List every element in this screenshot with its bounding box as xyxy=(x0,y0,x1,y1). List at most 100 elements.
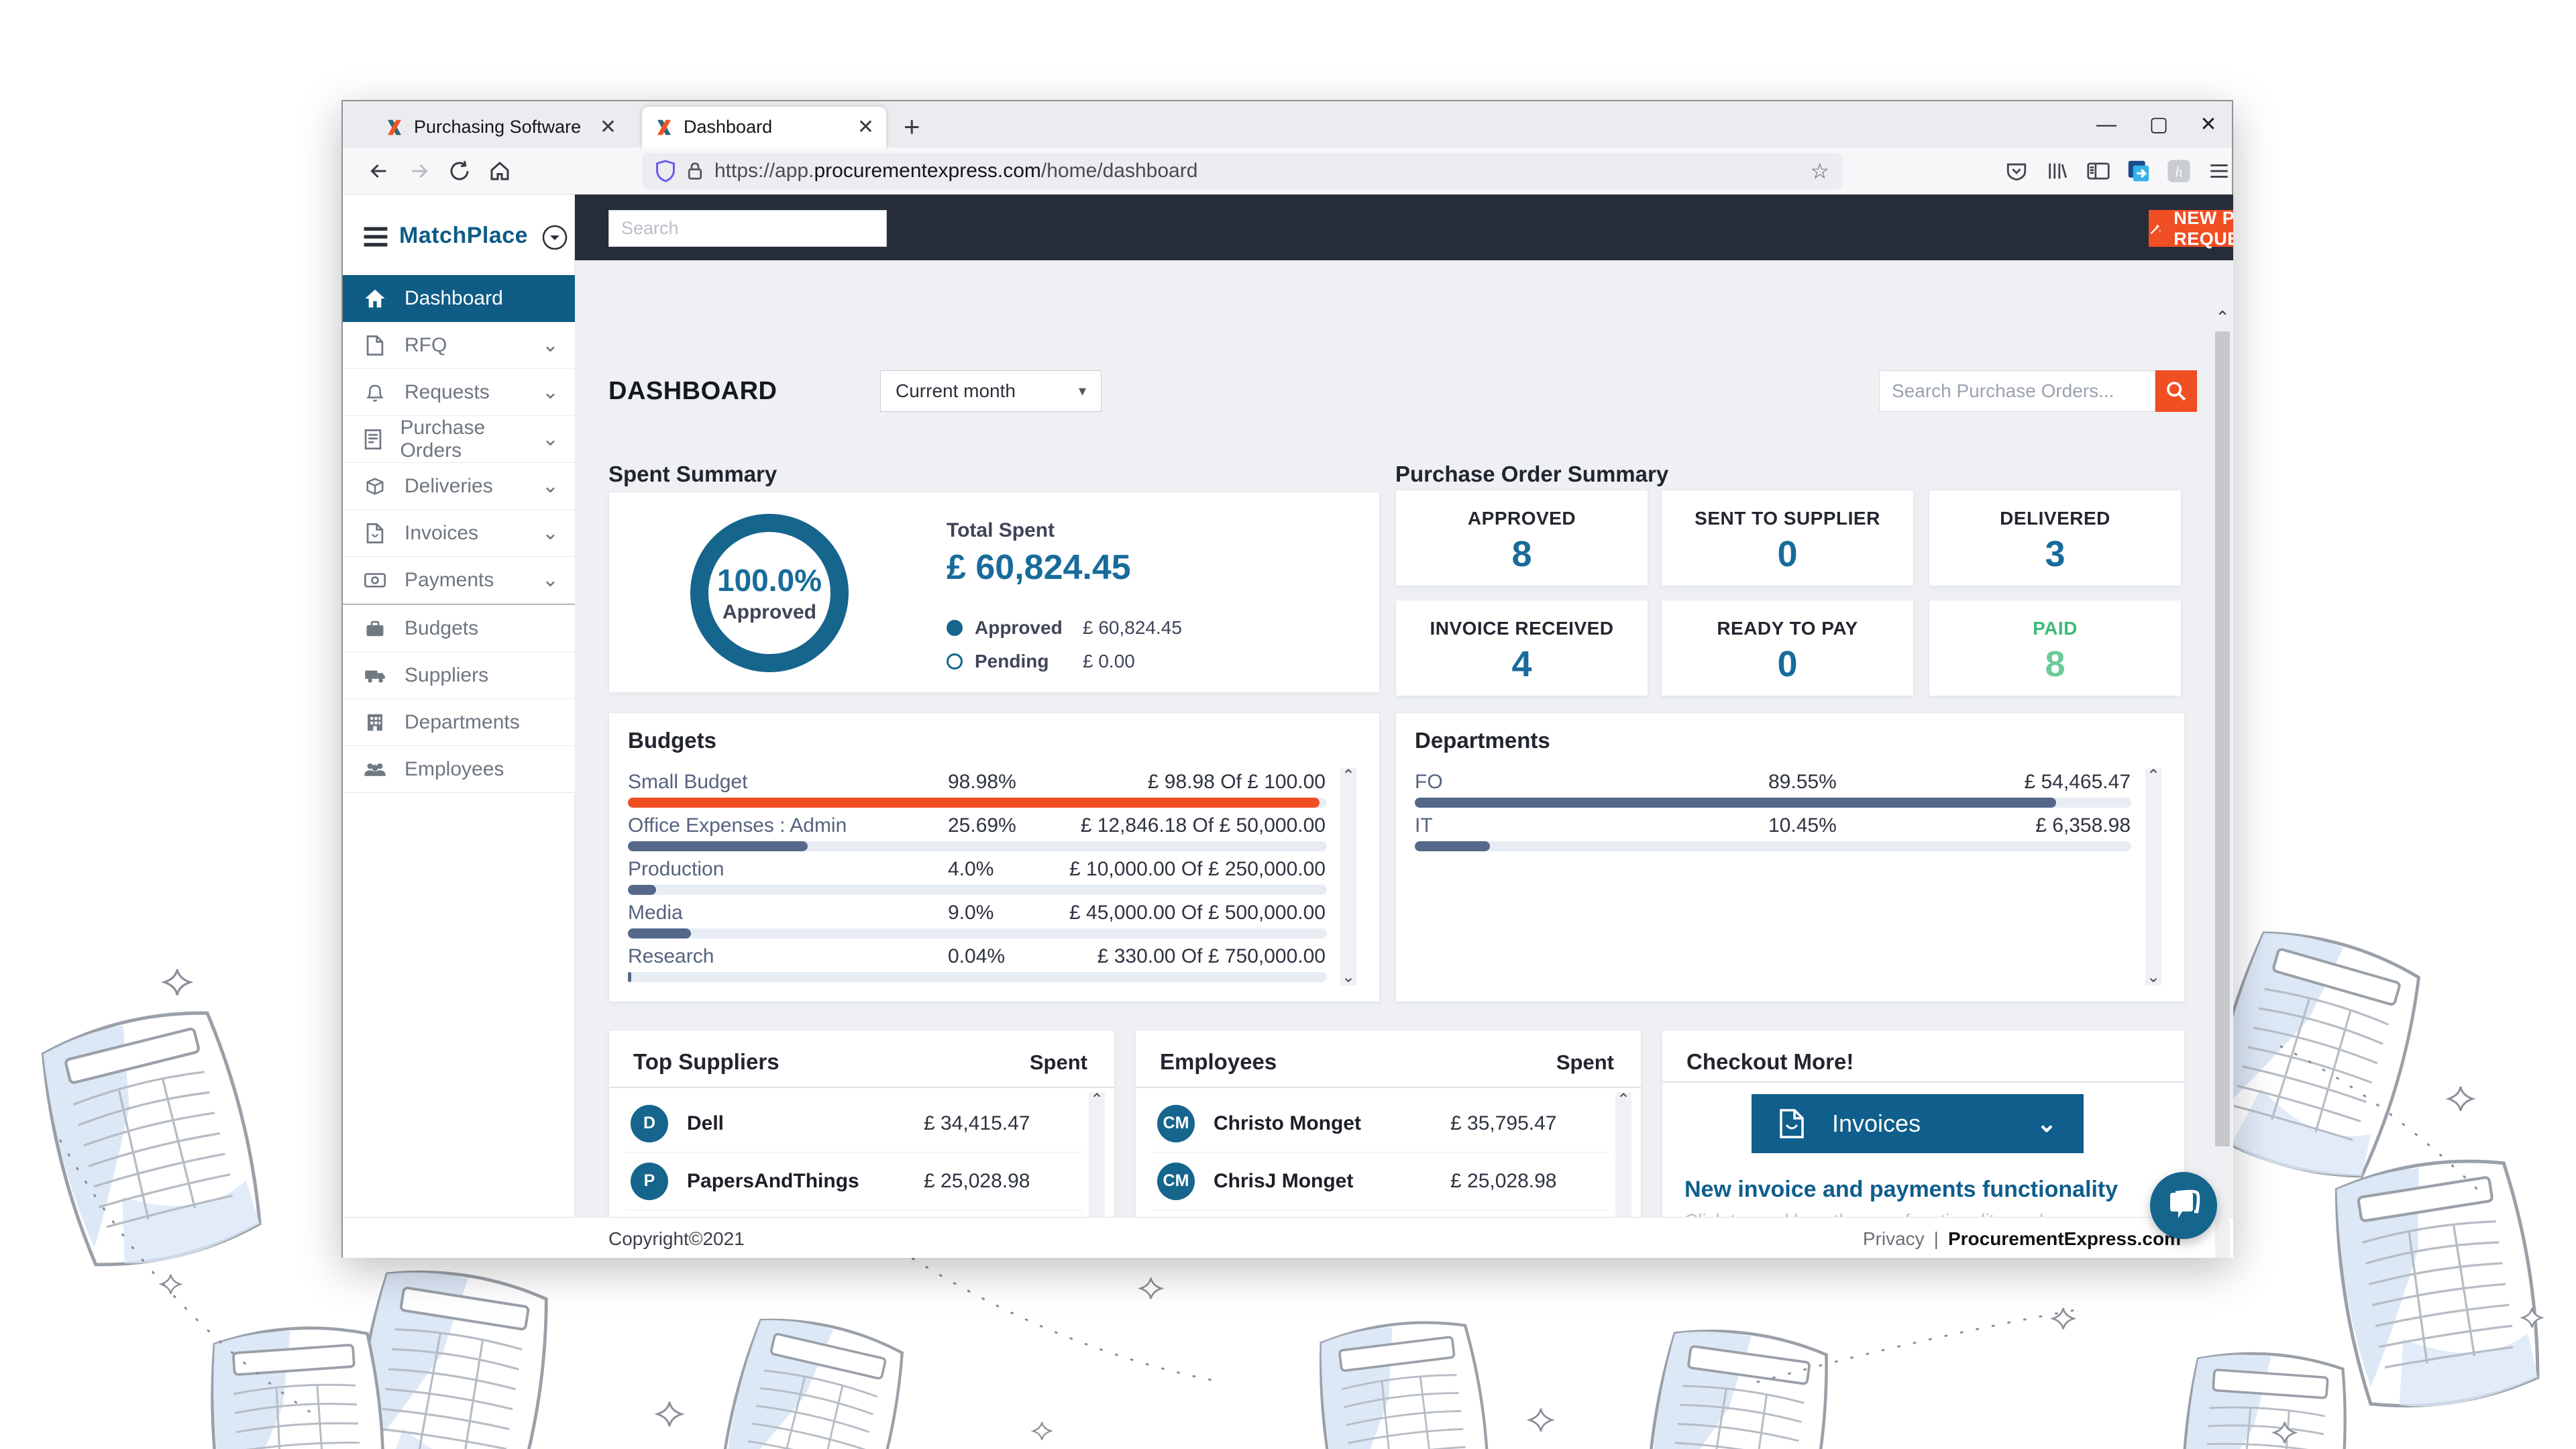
sidebar-item-invoices[interactable]: Invoices ⌄ xyxy=(343,510,575,557)
po-tile-delivered: DELIVERED 3 xyxy=(1929,490,2182,586)
tab-close-icon[interactable]: ✕ xyxy=(599,116,616,138)
invoice-pdf-icon xyxy=(1780,1109,1804,1138)
sidebar-item-label: Employees xyxy=(405,757,504,780)
app-topbar: NEW PURCHASE REQUEST ⌄ ? 86 CM ▾ xyxy=(575,195,2233,260)
sidebar-item-suppliers[interactable]: Suppliers xyxy=(343,652,575,699)
supplier-avatar: D xyxy=(631,1104,668,1142)
department-name-link[interactable]: IT xyxy=(1415,814,1433,837)
department-name-link[interactable]: FO xyxy=(1415,771,1443,793)
budget-name-link[interactable]: Office Expenses : Admin xyxy=(628,814,847,837)
global-search-input[interactable] xyxy=(608,210,887,247)
budget-detail: £ 10,000.00 Of £ 250,000.00 xyxy=(1069,858,1326,880)
scroll-up-icon[interactable]: ⌃ xyxy=(1616,1091,1631,1109)
po-search-input[interactable] xyxy=(1879,370,2155,412)
page-scroll-up-icon[interactable]: ⌃ xyxy=(2215,307,2230,327)
period-select[interactable]: Current month ▾ xyxy=(880,370,1102,412)
sidebar-hamburger-icon[interactable] xyxy=(363,227,388,247)
budgets-card: Budgets Small Budget 98.98% £ 98.98 Of £… xyxy=(608,712,1380,1002)
pocket-icon[interactable] xyxy=(2000,155,2033,187)
scroll-down-icon[interactable]: ⌄ xyxy=(2146,968,2161,986)
departments-card: Departments FO 89.55% £ 54,465.47 IT 10.… xyxy=(1395,712,2185,1002)
procurementexpress-favicon xyxy=(388,119,401,135)
tab-close-icon[interactable]: ✕ xyxy=(857,116,874,138)
tab-dashboard[interactable]: Dashboard ✕ xyxy=(642,107,886,148)
scroll-down-icon[interactable]: ⌄ xyxy=(1341,968,1356,986)
supplier-spent: £ 34,415.47 xyxy=(924,1112,1030,1134)
sidebar-item-departments[interactable]: Departments xyxy=(343,699,575,746)
live-chat-button[interactable] xyxy=(2150,1172,2217,1239)
https-lock-icon[interactable] xyxy=(686,161,704,181)
sidebar-toggle-icon[interactable] xyxy=(2082,155,2115,187)
footer-brand-link[interactable]: ProcurementExpress.com xyxy=(1947,1228,2181,1249)
departments-scrollbar[interactable]: ⌃ ⌄ xyxy=(2145,768,2161,985)
scroll-up-icon[interactable]: ⌃ xyxy=(1341,767,1356,785)
departments-title: Departments xyxy=(1415,728,1550,753)
budget-detail: £ 330.00 Of £ 750,000.00 xyxy=(1097,945,1326,967)
sidebar-item-payments[interactable]: Payments ⌄ xyxy=(343,557,575,604)
invoices-dropdown-button[interactable]: Invoices ⌄ xyxy=(1752,1094,2084,1153)
new-tab-button[interactable]: + xyxy=(904,111,920,142)
po-tile-approved: APPROVED 8 xyxy=(1395,490,1648,586)
new-purchase-request-button[interactable]: NEW PURCHASE REQUEST ⌄ xyxy=(2149,208,2233,249)
sidebar-item-label: Budgets xyxy=(405,616,479,639)
supplier-row[interactable]: P PapersAndThings £ 25,028.98 xyxy=(625,1152,1083,1210)
bookmark-star-icon[interactable]: ☆ xyxy=(1810,159,1829,183)
scroll-up-icon[interactable]: ⌃ xyxy=(1089,1091,1104,1109)
tracking-protection-shield-icon[interactable] xyxy=(655,160,676,182)
sidebar-item-deliveries[interactable]: Deliveries ⌄ xyxy=(343,463,575,510)
budget-percent: 9.0% xyxy=(948,902,994,924)
donut-percent: 100.0% xyxy=(716,563,822,598)
budget-bar-track xyxy=(628,885,1327,895)
window-close-button[interactable]: ✕ xyxy=(2200,113,2217,136)
legend-dot-hollow xyxy=(947,653,963,669)
browser-window: Purchasing Software: Create Pur ✕ Dashbo… xyxy=(341,100,2233,1258)
budget-detail: £ 45,000.00 Of £ 500,000.00 xyxy=(1069,902,1326,924)
po-search-button[interactable] xyxy=(2155,370,2197,412)
budget-name-link[interactable]: Media xyxy=(628,902,683,924)
sidebar-item-employees[interactable]: Employees xyxy=(343,746,575,793)
budget-name-link[interactable]: Research xyxy=(628,945,714,967)
url-bar[interactable]: https://app.procurementexpress.com/home/… xyxy=(642,153,1843,189)
sidebar-item-budgets[interactable]: Budgets xyxy=(343,605,575,652)
translate-extension-icon[interactable] xyxy=(2122,155,2155,187)
procurementexpress-app: MatchPlace Dashboard RFQ ⌄ xyxy=(343,195,2233,1258)
budget-bar-track xyxy=(628,841,1327,851)
library-icon[interactable] xyxy=(2041,155,2074,187)
tile-label: PAID xyxy=(2033,618,2078,639)
page-scrollbar-thumb[interactable] xyxy=(2215,331,2230,1146)
window-minimize-button[interactable]: — xyxy=(2096,113,2116,136)
honey-extension-icon[interactable]: h xyxy=(2162,155,2196,187)
budget-name-link[interactable]: Production xyxy=(628,858,724,880)
employee-row[interactable]: CM Christo Monget £ 35,795.47 xyxy=(1152,1095,1610,1152)
reload-button[interactable] xyxy=(443,155,476,187)
sidebar-collapse-icon[interactable] xyxy=(541,224,568,251)
supplier-row[interactable]: D Dell £ 34,415.47 xyxy=(625,1095,1083,1152)
card-divider xyxy=(1662,1081,2184,1083)
scroll-up-icon[interactable]: ⌃ xyxy=(2146,767,2161,785)
employee-row[interactable]: CM ChrisJ Monget £ 25,028.98 xyxy=(1152,1152,1610,1210)
sidebar-item-dashboard[interactable]: Dashboard xyxy=(343,275,575,322)
budget-name-link[interactable]: Small Budget xyxy=(628,771,748,793)
supplier-spent: £ 25,028.98 xyxy=(924,1169,1030,1192)
budgets-scrollbar[interactable]: ⌃ ⌄ xyxy=(1340,768,1356,985)
sidebar-item-purchase-orders[interactable]: Purchase Orders ⌄ xyxy=(343,416,575,463)
budget-bar-track xyxy=(628,798,1327,808)
tab-purchasing-software[interactable]: Purchasing Software: Create Pur ✕ xyxy=(372,107,629,148)
page-scrollbar[interactable] xyxy=(2215,329,2230,1258)
supplier-avatar: P xyxy=(631,1162,668,1200)
tile-value: 4 xyxy=(1511,644,1532,684)
budget-percent: 4.0% xyxy=(948,858,994,880)
privacy-link[interactable]: Privacy xyxy=(1862,1228,1925,1249)
sidebar-item-requests[interactable]: Requests ⌄ xyxy=(343,369,575,416)
forward-button[interactable] xyxy=(403,155,435,187)
chevron-down-icon: ⌄ xyxy=(541,522,559,544)
menu-hamburger-icon[interactable] xyxy=(2202,155,2236,187)
app-footer: Copyright©2021 Privacy | ProcurementExpr… xyxy=(343,1217,2233,1258)
employee-avatar: CM xyxy=(1157,1162,1195,1200)
window-maximize-button[interactable]: ▢ xyxy=(2149,113,2169,136)
budget-percent: 98.98% xyxy=(948,771,1016,793)
home-button[interactable] xyxy=(484,155,516,187)
sidebar-item-rfq[interactable]: RFQ ⌄ xyxy=(343,322,575,369)
back-button[interactable] xyxy=(363,155,395,187)
app-sidebar: MatchPlace Dashboard RFQ ⌄ xyxy=(343,195,575,1258)
